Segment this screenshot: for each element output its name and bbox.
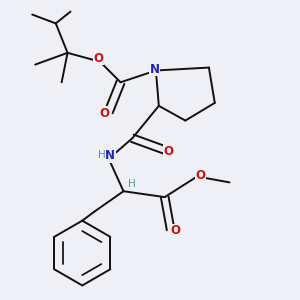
Text: O: O — [163, 145, 173, 158]
Text: O: O — [196, 169, 206, 182]
Text: O: O — [99, 107, 110, 120]
Text: N: N — [105, 149, 115, 162]
Text: H: H — [98, 150, 105, 160]
Text: O: O — [170, 224, 180, 238]
Text: N: N — [149, 62, 159, 76]
Text: H: H — [128, 179, 136, 189]
Text: O: O — [94, 52, 103, 64]
